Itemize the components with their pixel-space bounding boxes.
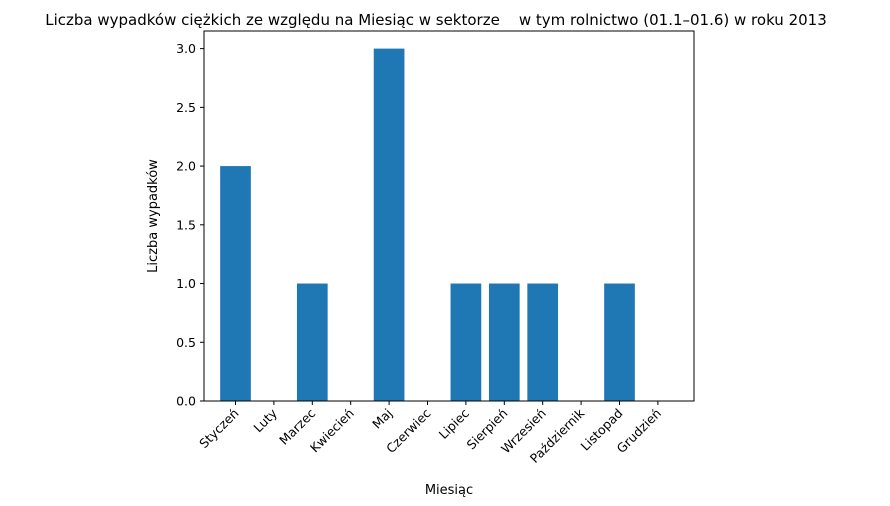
x-tick-label: Styczeń <box>196 406 241 451</box>
bar-0 <box>220 166 251 401</box>
y-tick-label: 1.0 <box>176 276 196 291</box>
y-tick-label: 0.5 <box>176 335 196 350</box>
bar-2 <box>296 283 328 401</box>
x-tick-label: Luty <box>250 405 280 435</box>
y-tick-label: 3.0 <box>176 41 196 56</box>
x-axis-label: Miesiąc <box>425 483 473 498</box>
bar-7 <box>488 283 520 401</box>
y-tick-label: 2.0 <box>176 159 196 174</box>
x-tick-label: Lipiec <box>436 405 472 441</box>
y-axis-label: Liczba wypadków <box>146 159 161 273</box>
y-tick-label: 1.5 <box>176 217 196 232</box>
bar-6 <box>450 283 482 401</box>
y-tick-label: 2.5 <box>176 100 196 115</box>
chart-title: Liczba wypadków ciężkich ze względu na M… <box>45 11 827 29</box>
y-tick-label: 0.0 <box>176 394 196 409</box>
bar-4 <box>373 48 405 402</box>
plot-frame <box>203 30 695 402</box>
bar-8 <box>527 283 559 401</box>
bars-group <box>220 48 635 402</box>
x-tick-label: Maj <box>369 406 395 432</box>
bar-10 <box>604 283 635 401</box>
y-axis: 0.0 0.5 1.0 1.5 2.0 2.5 3.0 <box>176 41 204 409</box>
